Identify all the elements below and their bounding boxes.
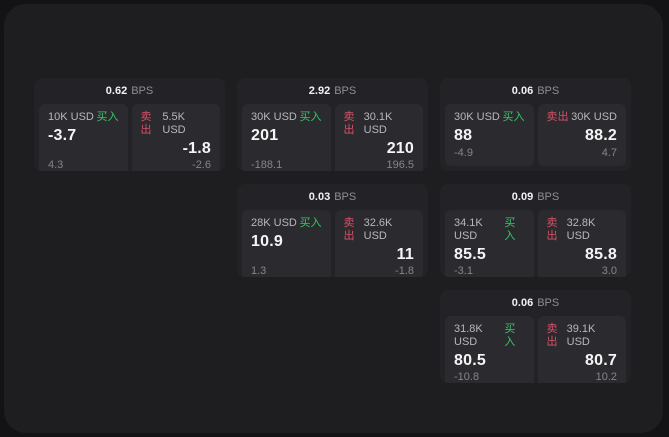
sell-delta: -2.6 <box>192 159 211 171</box>
sell-price: 85.8 <box>585 246 617 263</box>
bps-unit-label: BPS <box>537 191 560 203</box>
sell-side-label: 卖出 <box>546 323 558 348</box>
quote-card-grid: 0.62 BPS 10K USD 买入 -3.7 4.3 卖出 5.5K USD… <box>34 78 631 383</box>
sell-price: 88.2 <box>585 127 617 144</box>
sell-price: 210 <box>386 140 414 157</box>
buy-side-label: 买入 <box>299 217 322 229</box>
buy-delta: -10.8 <box>454 371 480 383</box>
sell-amount: 39.1K USD <box>566 323 596 348</box>
sell-quote-tile[interactable]: 卖出 32.6K USD 11 -1.8 <box>334 210 423 277</box>
buy-delta: -4.9 <box>454 147 473 159</box>
sell-delta: 196.5 <box>386 159 414 171</box>
buy-amount: 31.8K USD <box>454 323 483 348</box>
bps-unit-label: BPS <box>334 191 357 203</box>
bps-value: 0.06 <box>511 85 534 97</box>
bps-value: 0.09 <box>511 191 534 203</box>
sell-quote-tile[interactable]: 卖出 5.5K USD -1.8 -2.6 <box>131 104 220 171</box>
sell-delta: 10.2 <box>595 371 617 383</box>
bps-value: 2.92 <box>308 85 331 97</box>
sell-amount: 32.6K USD <box>363 217 393 242</box>
bps-value: 0.06 <box>511 297 534 309</box>
sell-delta: 3.0 <box>601 265 617 277</box>
buy-quote-tile[interactable]: 30K USD 买入 201 -188.1 <box>242 104 331 171</box>
quote-card: 0.06 BPS 30K USD 买入 88 -4.9 卖出 30K USD 8… <box>440 78 631 171</box>
buy-delta: -188.1 <box>251 159 283 171</box>
bps-unit-label: BPS <box>537 297 560 309</box>
buy-amount: 34.1K USD <box>454 217 483 242</box>
sell-side-label: 卖出 <box>343 111 355 136</box>
buy-side-label: 买入 <box>502 111 525 123</box>
sell-side-label: 卖出 <box>546 111 569 123</box>
bps-unit-label: BPS <box>334 85 357 97</box>
buy-quote-tile[interactable]: 30K USD 买入 88 -4.9 <box>445 104 534 166</box>
sell-quote-tile[interactable]: 卖出 30.1K USD 210 196.5 <box>334 104 423 171</box>
buy-amount: 28K USD <box>251 217 297 229</box>
buy-quote-tile[interactable]: 31.8K USD 买入 80.5 -10.8 <box>445 316 534 383</box>
sell-amount: 30.1K USD <box>363 111 393 136</box>
sell-price: 80.7 <box>585 352 617 369</box>
bps-value: 0.62 <box>105 85 128 97</box>
sell-price: -1.8 <box>182 140 211 157</box>
sell-price: 11 <box>396 246 414 263</box>
sell-amount: 32.8K USD <box>566 217 596 242</box>
buy-side-label: 买入 <box>504 217 516 242</box>
bps-unit-label: BPS <box>131 85 154 97</box>
sell-side-label: 卖出 <box>140 111 152 136</box>
bps-spread-header: 0.09 BPS <box>440 184 631 210</box>
buy-price: -3.7 <box>48 127 77 144</box>
buy-amount: 10K USD <box>48 111 94 123</box>
buy-side-label: 买入 <box>96 111 119 123</box>
sell-quote-tile[interactable]: 卖出 39.1K USD 80.7 10.2 <box>537 316 626 383</box>
bps-spread-header: 0.06 BPS <box>440 78 631 104</box>
buy-delta: 1.3 <box>251 265 267 277</box>
buy-quote-tile[interactable]: 10K USD 买入 -3.7 4.3 <box>39 104 128 171</box>
sell-delta: -1.8 <box>395 265 414 277</box>
buy-quote-tile[interactable]: 34.1K USD 买入 85.5 -3.1 <box>445 210 534 277</box>
bps-spread-header: 0.62 BPS <box>34 78 225 104</box>
buy-price: 10.9 <box>251 233 283 250</box>
sell-quote-tile[interactable]: 卖出 30K USD 88.2 4.7 <box>537 104 626 166</box>
buy-delta: -3.1 <box>454 265 473 277</box>
buy-amount: 30K USD <box>454 111 500 123</box>
sell-amount: 30K USD <box>571 111 617 123</box>
sell-amount: 5.5K USD <box>162 111 186 136</box>
sell-side-label: 卖出 <box>546 217 558 242</box>
buy-price: 80.5 <box>454 352 486 369</box>
buy-price: 88 <box>454 127 473 144</box>
buy-delta: 4.3 <box>48 159 64 171</box>
sell-quote-tile[interactable]: 卖出 32.8K USD 85.8 3.0 <box>537 210 626 277</box>
quote-card: 0.03 BPS 28K USD 买入 10.9 1.3 卖出 32.6K US… <box>237 184 428 277</box>
bps-spread-header: 0.03 BPS <box>237 184 428 210</box>
sell-side-label: 卖出 <box>343 217 355 242</box>
buy-price: 85.5 <box>454 246 486 263</box>
quote-card: 0.09 BPS 34.1K USD 买入 85.5 -3.1 卖出 32.8K… <box>440 184 631 277</box>
buy-quote-tile[interactable]: 28K USD 买入 10.9 1.3 <box>242 210 331 277</box>
quote-card: 2.92 BPS 30K USD 买入 201 -188.1 卖出 30.1K … <box>237 78 428 171</box>
bps-unit-label: BPS <box>537 85 560 97</box>
bps-spread-header: 2.92 BPS <box>237 78 428 104</box>
bps-value: 0.03 <box>308 191 331 203</box>
buy-price: 201 <box>251 127 279 144</box>
quote-card: 0.06 BPS 31.8K USD 买入 80.5 -10.8 卖出 39.1… <box>440 290 631 383</box>
buy-side-label: 买入 <box>299 111 322 123</box>
bps-spread-header: 0.06 BPS <box>440 290 631 316</box>
buy-side-label: 买入 <box>504 323 516 348</box>
quote-card: 0.62 BPS 10K USD 买入 -3.7 4.3 卖出 5.5K USD… <box>34 78 225 171</box>
buy-amount: 30K USD <box>251 111 297 123</box>
sell-delta: 4.7 <box>601 147 617 159</box>
